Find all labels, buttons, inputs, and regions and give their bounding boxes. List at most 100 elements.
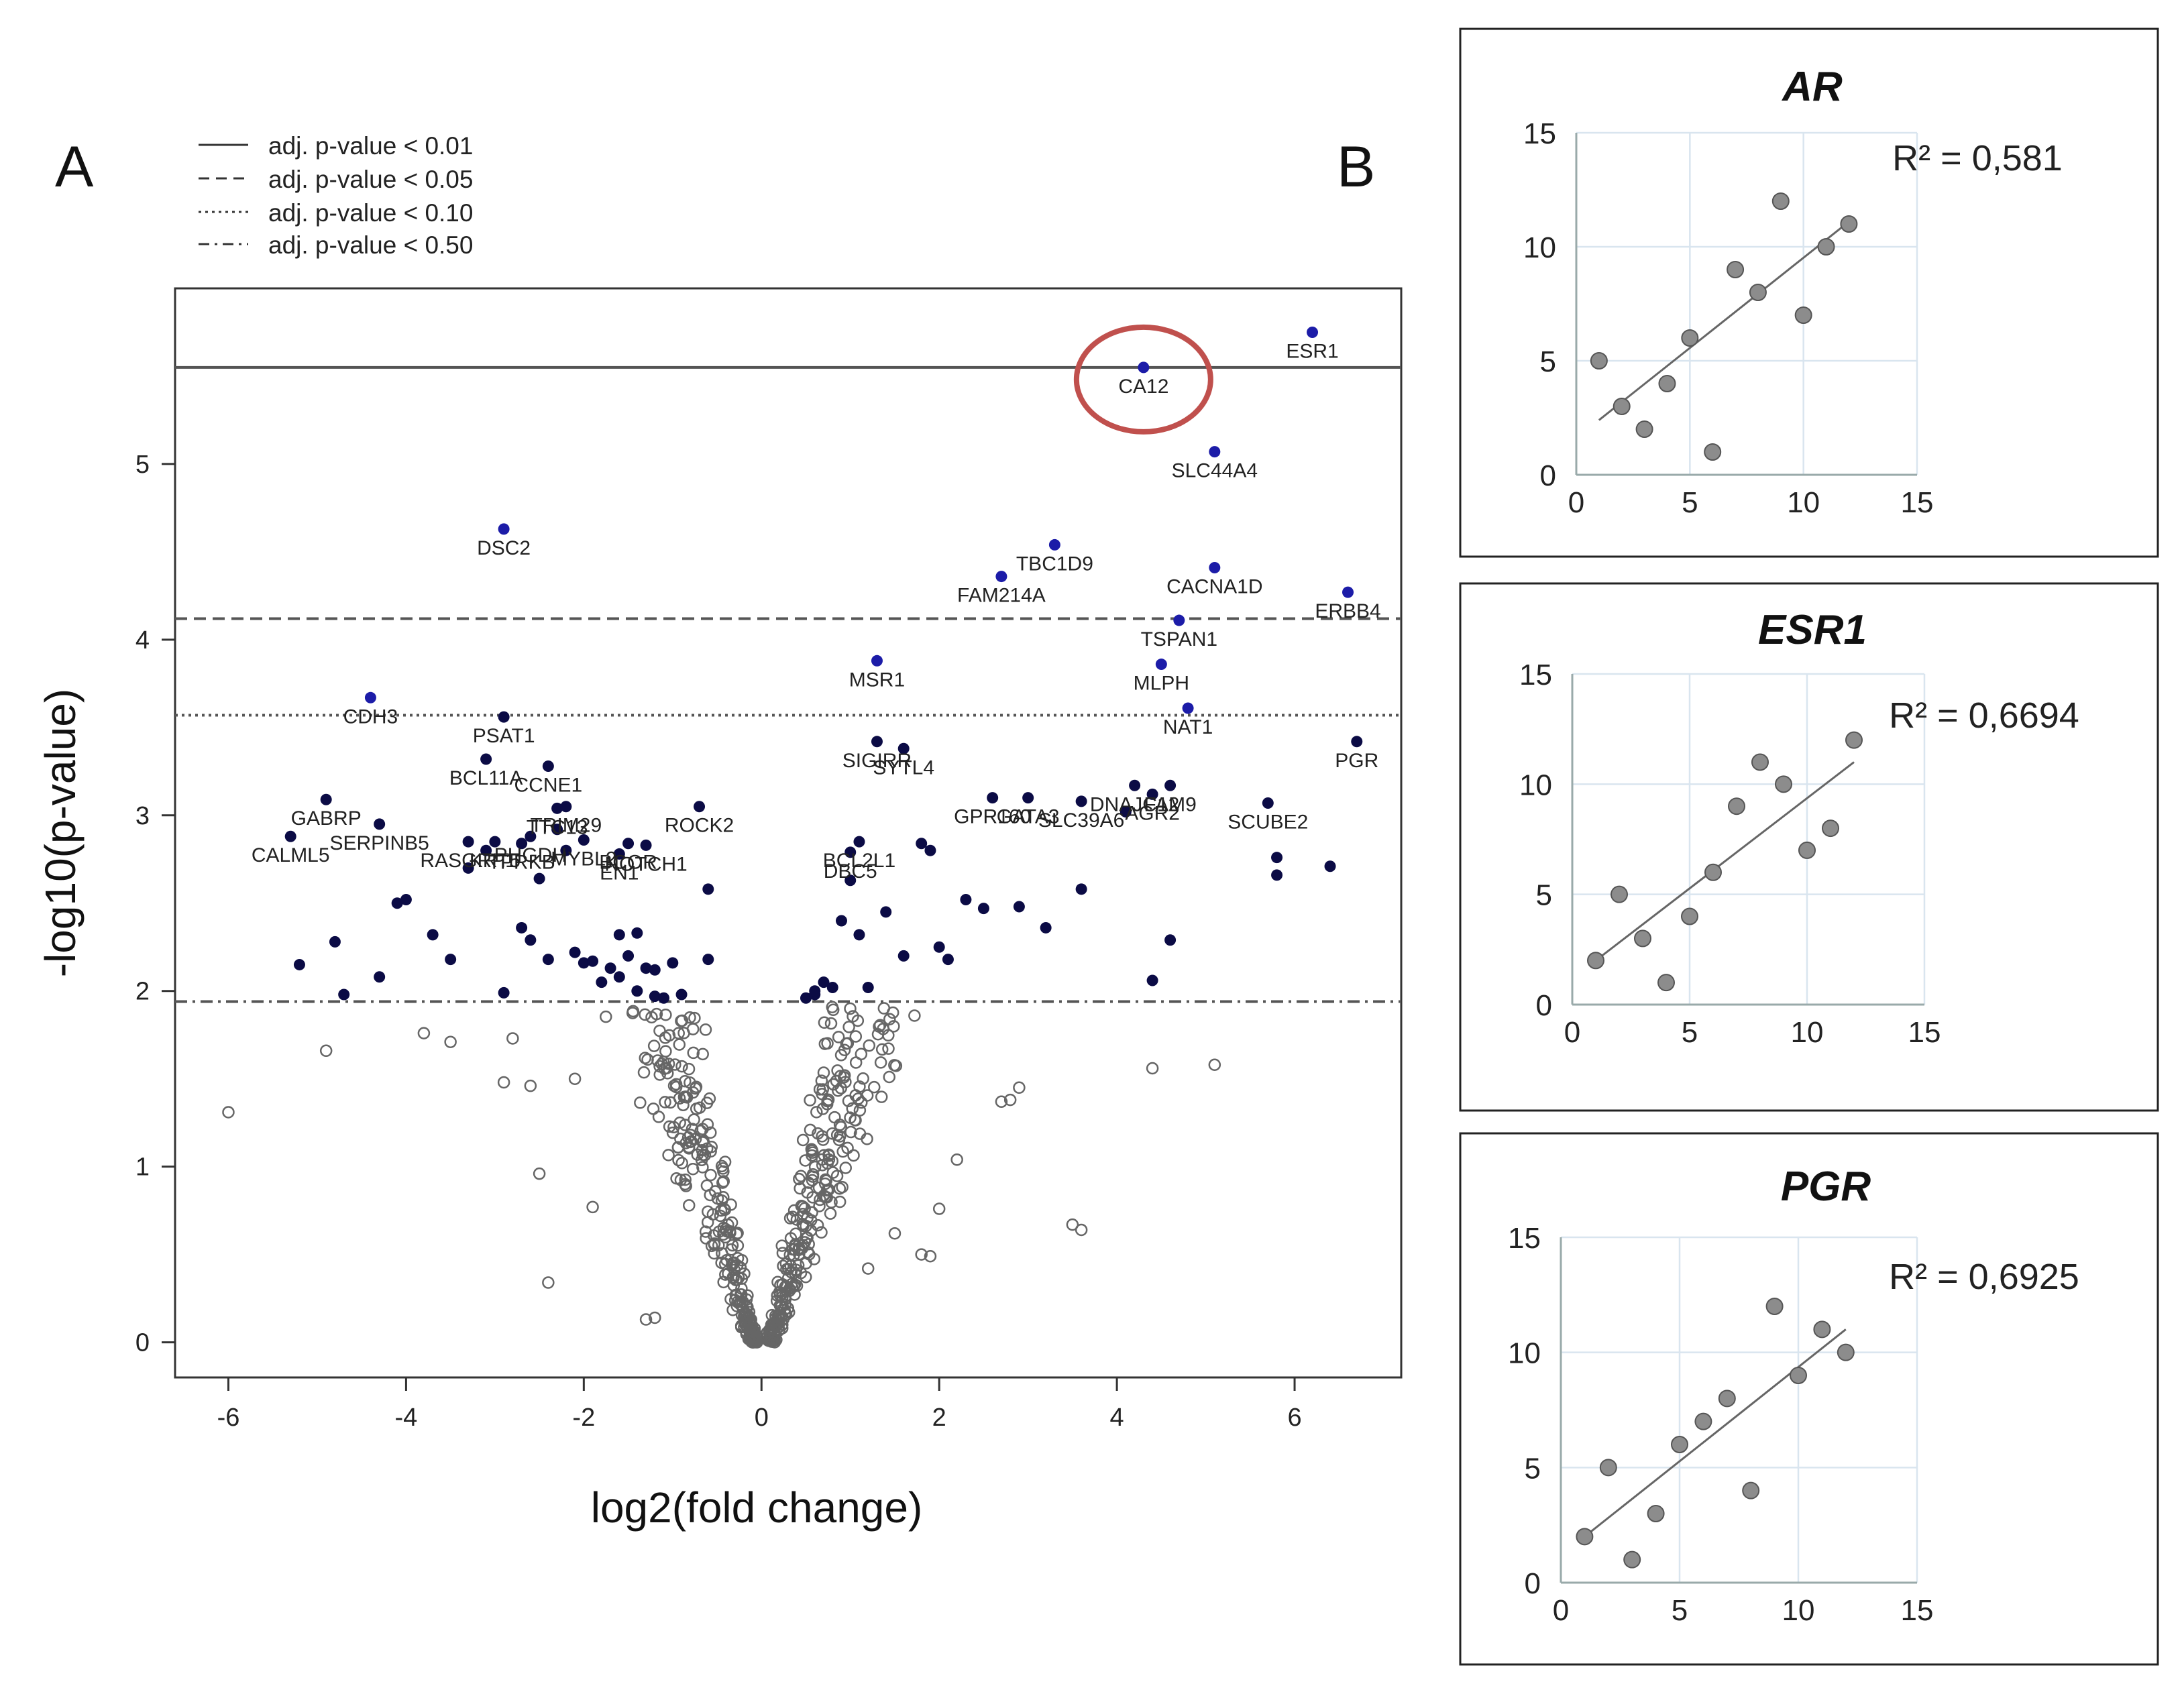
gene-label-msr1: MSR1 — [849, 669, 905, 691]
ns-gene-point — [790, 1213, 804, 1226]
data-point — [1728, 797, 1745, 815]
ns-gene-point — [634, 1096, 647, 1109]
sig-gene-point — [374, 971, 386, 983]
ns-gene-point — [887, 1020, 900, 1033]
gene-point-scube2 — [1262, 797, 1274, 809]
r-squared-label: R² = 0,581 — [1892, 138, 2063, 178]
y-tick-label: 4 — [135, 626, 150, 655]
gene-point-agr2 — [1146, 788, 1158, 800]
panel-a-label: A — [55, 135, 94, 199]
ns-gene-point — [682, 1062, 696, 1076]
x-tick-label: 15 — [1908, 1016, 1941, 1049]
ns-gene-point — [842, 1021, 855, 1033]
ns-gene-point — [533, 1167, 546, 1180]
y-tick-label: 5 — [135, 451, 150, 479]
ns-gene-point — [542, 1276, 555, 1289]
ns-gene-point — [765, 1335, 778, 1348]
ns-gene-point — [660, 1062, 673, 1075]
ns-gene-point — [586, 1200, 599, 1214]
data-point — [1634, 929, 1651, 948]
gene-label-slc39a6: SLC39A6 — [1038, 809, 1124, 832]
ns-gene-point — [704, 1145, 717, 1158]
ns-gene-point — [800, 1257, 812, 1269]
gene-point-tprkb — [516, 838, 528, 850]
gene-label-rasgrp1: RASGRP1 — [420, 850, 516, 872]
sig-gene-point — [844, 874, 857, 887]
ns-gene-point — [1003, 1093, 1017, 1107]
legend-label-dashdot: adj. p-value < 0.50 — [268, 231, 473, 259]
gene-point-mybl2 — [578, 834, 590, 846]
legend-label-solid: adj. p-value < 0.01 — [268, 132, 473, 160]
ns-gene-point — [732, 1271, 745, 1284]
data-point — [1775, 775, 1792, 793]
gene-point-ca12 — [1138, 361, 1150, 374]
ns-gene-point — [677, 1090, 691, 1104]
chart-frame-pgr — [1459, 1132, 2159, 1666]
ns-gene-point — [497, 1076, 510, 1089]
ns-gene-point — [679, 1173, 692, 1186]
sig-gene-point — [587, 955, 599, 967]
ns-gene-point — [824, 1017, 838, 1030]
ns-gene-point — [816, 1153, 828, 1166]
sig-gene-point — [977, 903, 989, 915]
ns-gene-point — [908, 1009, 921, 1022]
ns-gene-point — [857, 1072, 869, 1085]
sig-gene-point — [596, 976, 608, 988]
trendline — [1598, 221, 1850, 421]
sig-gene-point — [942, 954, 954, 966]
ns-gene-point — [682, 1199, 696, 1212]
ns-gene-point — [875, 1043, 889, 1056]
ns-gene-point — [816, 1088, 828, 1100]
ns-gene-point — [687, 1046, 700, 1060]
gene-label-bcor: BCOR — [599, 852, 657, 874]
data-point — [1817, 238, 1835, 256]
ns-gene-point — [780, 1263, 793, 1276]
data-point — [1718, 1390, 1736, 1408]
data-point — [1794, 306, 1812, 324]
gene-label-cdh3: CDH3 — [343, 705, 398, 728]
y-tick-label: 1 — [135, 1153, 150, 1182]
r-squared-label: R² = 0,6694 — [1889, 695, 2079, 736]
ns-gene-point — [853, 1104, 867, 1117]
sig-gene-point — [480, 844, 492, 856]
sig-gene-point — [809, 985, 821, 997]
ns-gene-point — [875, 1090, 888, 1103]
ns-gene-point — [444, 1035, 457, 1048]
y-tick-label: 0 — [1540, 459, 1556, 492]
gene-point-notch1 — [640, 839, 652, 851]
ns-gene-point — [661, 1067, 674, 1080]
ns-gene-point — [816, 1133, 830, 1146]
ns-gene-point — [776, 1290, 789, 1304]
gene-label-serpinb5: SERPINB5 — [329, 832, 429, 854]
ns-gene-point — [832, 1031, 845, 1043]
gene-label-mlph: MLPH — [1134, 673, 1189, 695]
gene-label-fam9: FAM9 — [1144, 793, 1196, 815]
y-tick-label: 0 — [1536, 989, 1552, 1022]
ns-gene-point — [832, 1133, 846, 1147]
ns-gene-point — [653, 1068, 666, 1081]
sig-gene-point — [1120, 806, 1132, 818]
ns-gene-point — [839, 1076, 852, 1088]
data-point — [1681, 329, 1699, 347]
gene-label-en1: EN1 — [600, 862, 639, 884]
gene-point-erbb4 — [1342, 586, 1354, 598]
r-squared-label: R² = 0,6925 — [1889, 1257, 2079, 1297]
ns-gene-point — [717, 1165, 730, 1178]
sig-gene-point — [1271, 869, 1283, 881]
gene-point-msr1 — [871, 655, 883, 667]
ns-gene-point — [883, 1070, 895, 1084]
sig-gene-point — [1013, 901, 1025, 913]
gene-point-trim29 — [560, 801, 572, 813]
data-point — [1837, 1343, 1855, 1361]
data-point — [1704, 443, 1722, 461]
gene-point-phgdh — [525, 830, 537, 842]
gene-label-gpr160: GPR160 — [954, 806, 1031, 828]
x-tick-label: 4 — [1110, 1404, 1124, 1432]
ns-gene-point — [663, 1120, 676, 1133]
scatter-chart-ar: AR 0 5 10 15 0 5 10 15 R² = 0,581 — [1459, 27, 2159, 558]
gene-label-phgdh: PHGDH — [494, 844, 567, 866]
ns-gene-point — [801, 1231, 814, 1244]
gene-point-serpinb5 — [374, 818, 386, 830]
ns-gene-point — [839, 1162, 853, 1174]
ns-gene-point — [855, 1096, 868, 1109]
